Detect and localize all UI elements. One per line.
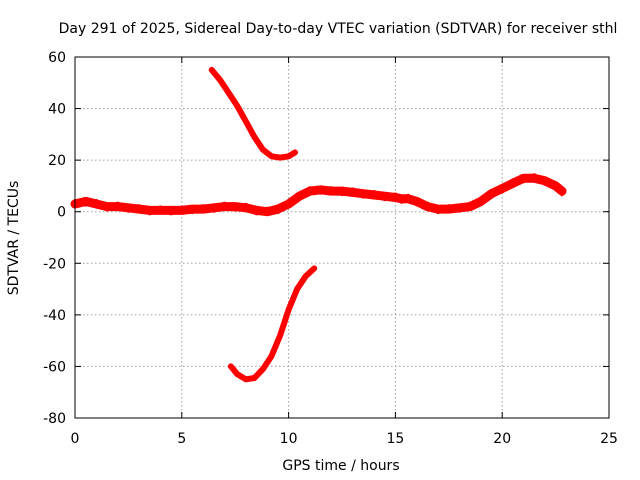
series-line-upper-arc	[208, 66, 298, 161]
x-axis-label: GPS time / hours	[282, 458, 399, 474]
x-tick-label: 15	[386, 431, 404, 447]
y-tick-label: 40	[48, 102, 66, 118]
series-layer	[70, 66, 567, 383]
y-tick-label: -60	[43, 359, 66, 375]
y-tick-label: 0	[57, 205, 66, 221]
y-axis-label: SDTVAR / TECUs	[6, 181, 22, 296]
ticks-layer: -80 -60 -40 -20 0 20 40 60 0 5 10 15 20 25	[43, 50, 618, 447]
grid-layer	[75, 57, 609, 418]
series-line-lower-arc	[227, 265, 318, 383]
y-tick-label: 60	[48, 50, 66, 66]
y-tick-label: 20	[48, 153, 66, 169]
plot-frame	[74, 56, 610, 419]
x-tick-label: 25	[600, 431, 618, 447]
x-tick-label: 5	[177, 431, 186, 447]
chart-title: Day 291 of 2025, Sidereal Day-to-day VTE…	[59, 21, 618, 37]
y-tick-label: -40	[43, 308, 66, 324]
y-tick-label: -80	[43, 411, 66, 427]
series-line-main-band-texture	[73, 173, 564, 216]
x-tick-label: 20	[493, 431, 511, 447]
x-tick-label: 0	[71, 431, 80, 447]
x-tick-label: 10	[280, 431, 298, 447]
y-tick-label: -20	[43, 256, 66, 272]
